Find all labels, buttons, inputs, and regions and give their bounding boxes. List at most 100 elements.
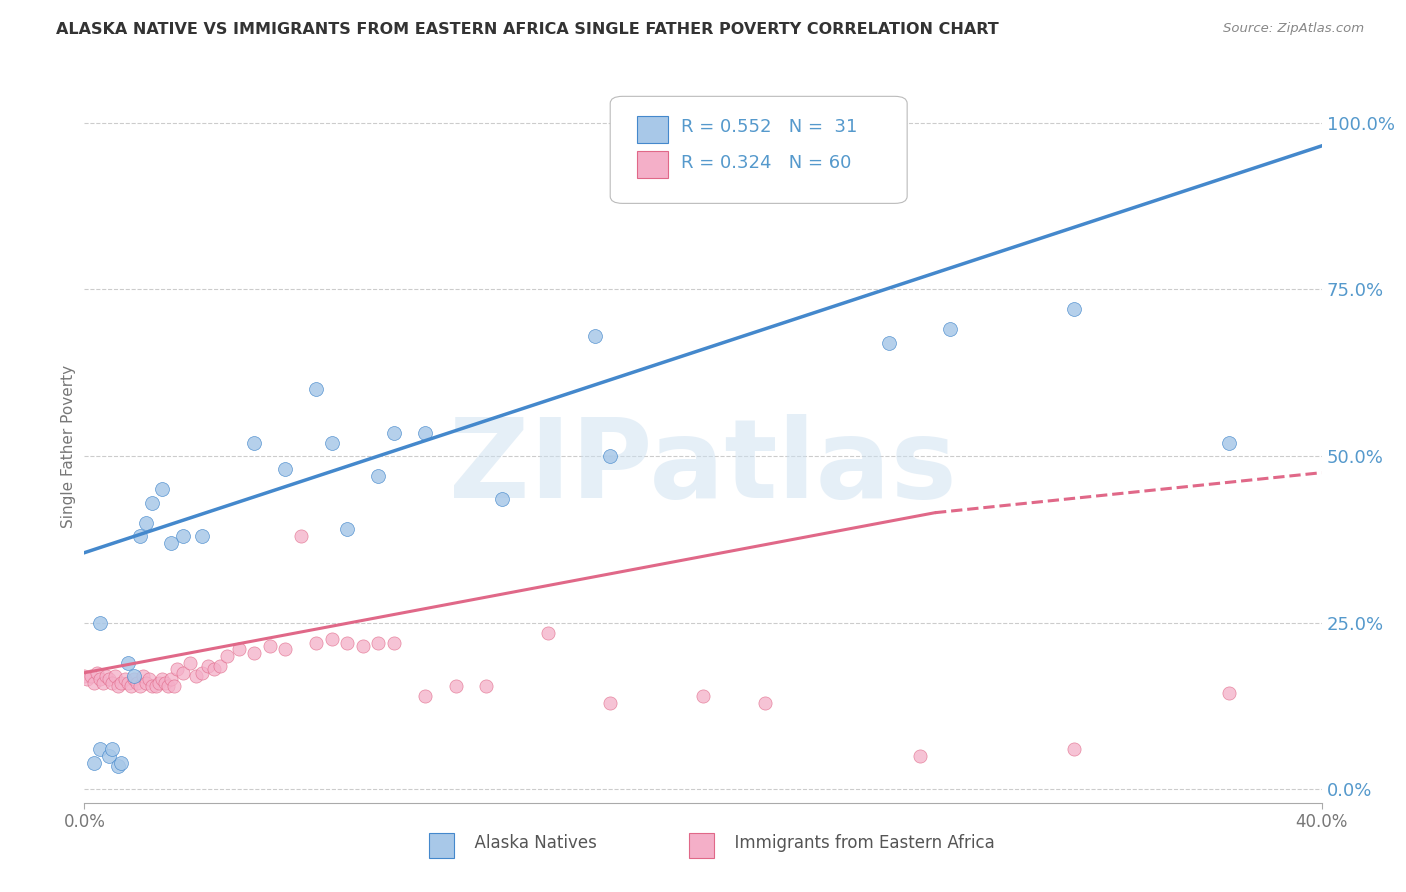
Point (141, 496, 163, 510)
Point (79, 669, 101, 683)
Point (1218, 435, 1240, 450)
Point (321, 632, 343, 647)
Point (104, 669, 127, 683)
Point (73, 669, 96, 683)
Point (305, 382, 328, 396)
Point (107, 679, 129, 693)
Point (908, 749, 931, 764)
Point (141, 679, 163, 693)
Point (89, 615, 111, 630)
Point (336, 636, 359, 650)
FancyBboxPatch shape (610, 96, 907, 203)
Point (413, 689, 436, 703)
Point (135, 516, 157, 530)
Point (243, 646, 266, 660)
Point (98, 749, 121, 764)
Point (148, 675, 170, 690)
Point (117, 675, 139, 690)
Point (110, 675, 132, 690)
Point (305, 636, 328, 650)
Point (382, 425, 405, 440)
Point (1063, 302, 1085, 317)
Point (145, 679, 167, 693)
Point (138, 673, 160, 687)
Point (382, 636, 405, 650)
Point (939, 322, 962, 336)
Text: ALASKA NATIVE VS IMMIGRANTS FROM EASTERN AFRICA SINGLE FATHER POVERTY CORRELATIO: ALASKA NATIVE VS IMMIGRANTS FROM EASTERN… (56, 22, 1000, 37)
Point (172, 529, 194, 543)
Point (197, 659, 219, 673)
Point (274, 642, 297, 657)
Y-axis label: Single Father Poverty: Single Father Poverty (60, 365, 76, 527)
Text: R = 0.552   N =  31: R = 0.552 N = 31 (681, 118, 858, 136)
Point (444, 679, 467, 693)
Point (89, 673, 111, 687)
Point (259, 639, 281, 653)
Point (83, 756, 105, 770)
Point (125, 675, 148, 690)
Point (179, 656, 201, 670)
Point (150, 673, 173, 687)
Point (599, 449, 621, 463)
Point (163, 679, 186, 693)
Point (160, 673, 183, 687)
Point (107, 759, 129, 773)
Point (228, 642, 250, 657)
Text: R = 0.324   N = 60: R = 0.324 N = 60 (681, 153, 851, 171)
Point (129, 679, 152, 693)
Text: Alaska Natives: Alaska Natives (464, 834, 598, 852)
Text: Immigrants from Eastern Africa: Immigrants from Eastern Africa (724, 834, 995, 852)
Point (122, 669, 145, 683)
Point (877, 335, 900, 350)
Point (76, 673, 98, 687)
Point (129, 529, 152, 543)
Point (274, 462, 297, 476)
Point (150, 483, 173, 497)
Point (184, 669, 207, 683)
Point (101, 742, 124, 756)
Point (156, 679, 179, 693)
Bar (637, 116, 668, 143)
Point (120, 679, 142, 693)
Point (243, 435, 266, 450)
Point (754, 696, 776, 710)
Point (83, 675, 105, 690)
Point (352, 639, 374, 653)
Point (86, 665, 108, 680)
Point (367, 469, 389, 483)
Point (321, 435, 343, 450)
Point (583, 329, 606, 343)
Point (413, 425, 436, 440)
Point (191, 665, 214, 680)
Point (132, 669, 155, 683)
Text: Source: ZipAtlas.com: Source: ZipAtlas.com (1223, 22, 1364, 36)
Point (209, 659, 232, 673)
Bar (637, 152, 668, 178)
Point (367, 636, 389, 650)
Point (114, 673, 136, 687)
Point (172, 665, 194, 680)
Point (599, 696, 621, 710)
Point (336, 522, 359, 536)
Point (290, 529, 312, 543)
Point (117, 656, 139, 670)
Point (166, 662, 188, 676)
Point (91, 675, 114, 690)
Point (491, 492, 513, 507)
Text: ZIPatlas: ZIPatlas (449, 414, 957, 521)
Point (153, 675, 176, 690)
Point (94, 669, 117, 683)
Point (475, 679, 498, 693)
Point (135, 675, 157, 690)
Point (191, 529, 214, 543)
Point (692, 689, 714, 703)
Point (202, 662, 225, 676)
Point (1063, 742, 1085, 756)
Point (537, 625, 560, 640)
Point (215, 649, 238, 664)
Point (160, 535, 183, 549)
Point (101, 675, 124, 690)
Point (89, 742, 111, 756)
Point (1218, 686, 1240, 700)
Point (98, 673, 121, 687)
